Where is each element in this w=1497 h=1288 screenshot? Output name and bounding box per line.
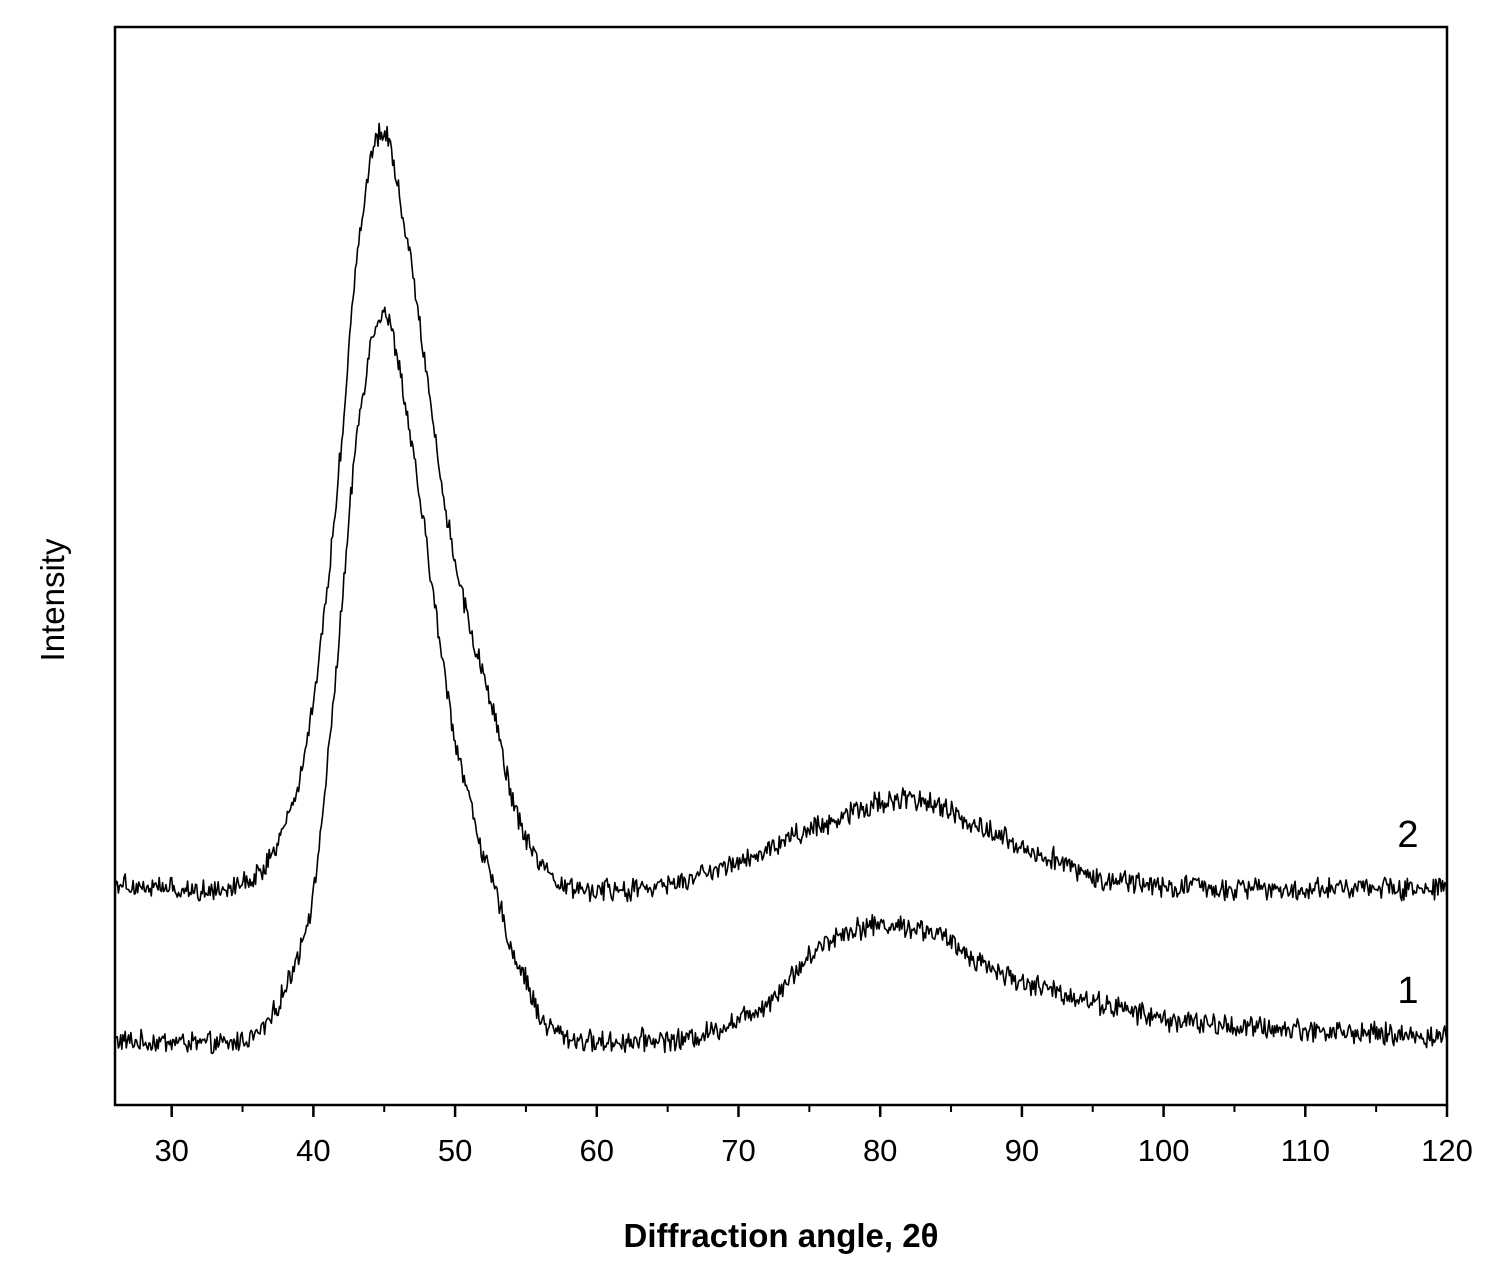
x-tick-label: 40: [296, 1133, 330, 1168]
x-tick-label: 80: [863, 1133, 897, 1168]
series-line-2: [114, 122, 1448, 903]
x-tick-label: 50: [438, 1133, 472, 1168]
series-lines: [114, 122, 1448, 1055]
x-tick-label: 110: [1281, 1133, 1330, 1168]
x-tick-label: 120: [1421, 1133, 1473, 1168]
x-tick-label: 70: [721, 1133, 755, 1168]
x-axis-tick-labels: 30 40 50 60 70 80 90 100 110 120: [154, 1133, 1472, 1168]
y-axis-title: Intensity: [34, 538, 71, 661]
x-tick-label: 90: [1005, 1133, 1039, 1168]
plot-frame: [113, 25, 1449, 1107]
curve-label-1: 1: [1397, 970, 1418, 1012]
x-tick-label: 100: [1138, 1133, 1190, 1168]
curve-label-2: 2: [1397, 814, 1418, 856]
series-line-1: [114, 306, 1448, 1055]
x-axis-ticks: [170, 1105, 1449, 1117]
x-axis-title: Diffraction angle, 2θ: [624, 1217, 939, 1254]
x-tick-label: 60: [580, 1133, 614, 1168]
x-tick-label: 30: [154, 1133, 188, 1168]
